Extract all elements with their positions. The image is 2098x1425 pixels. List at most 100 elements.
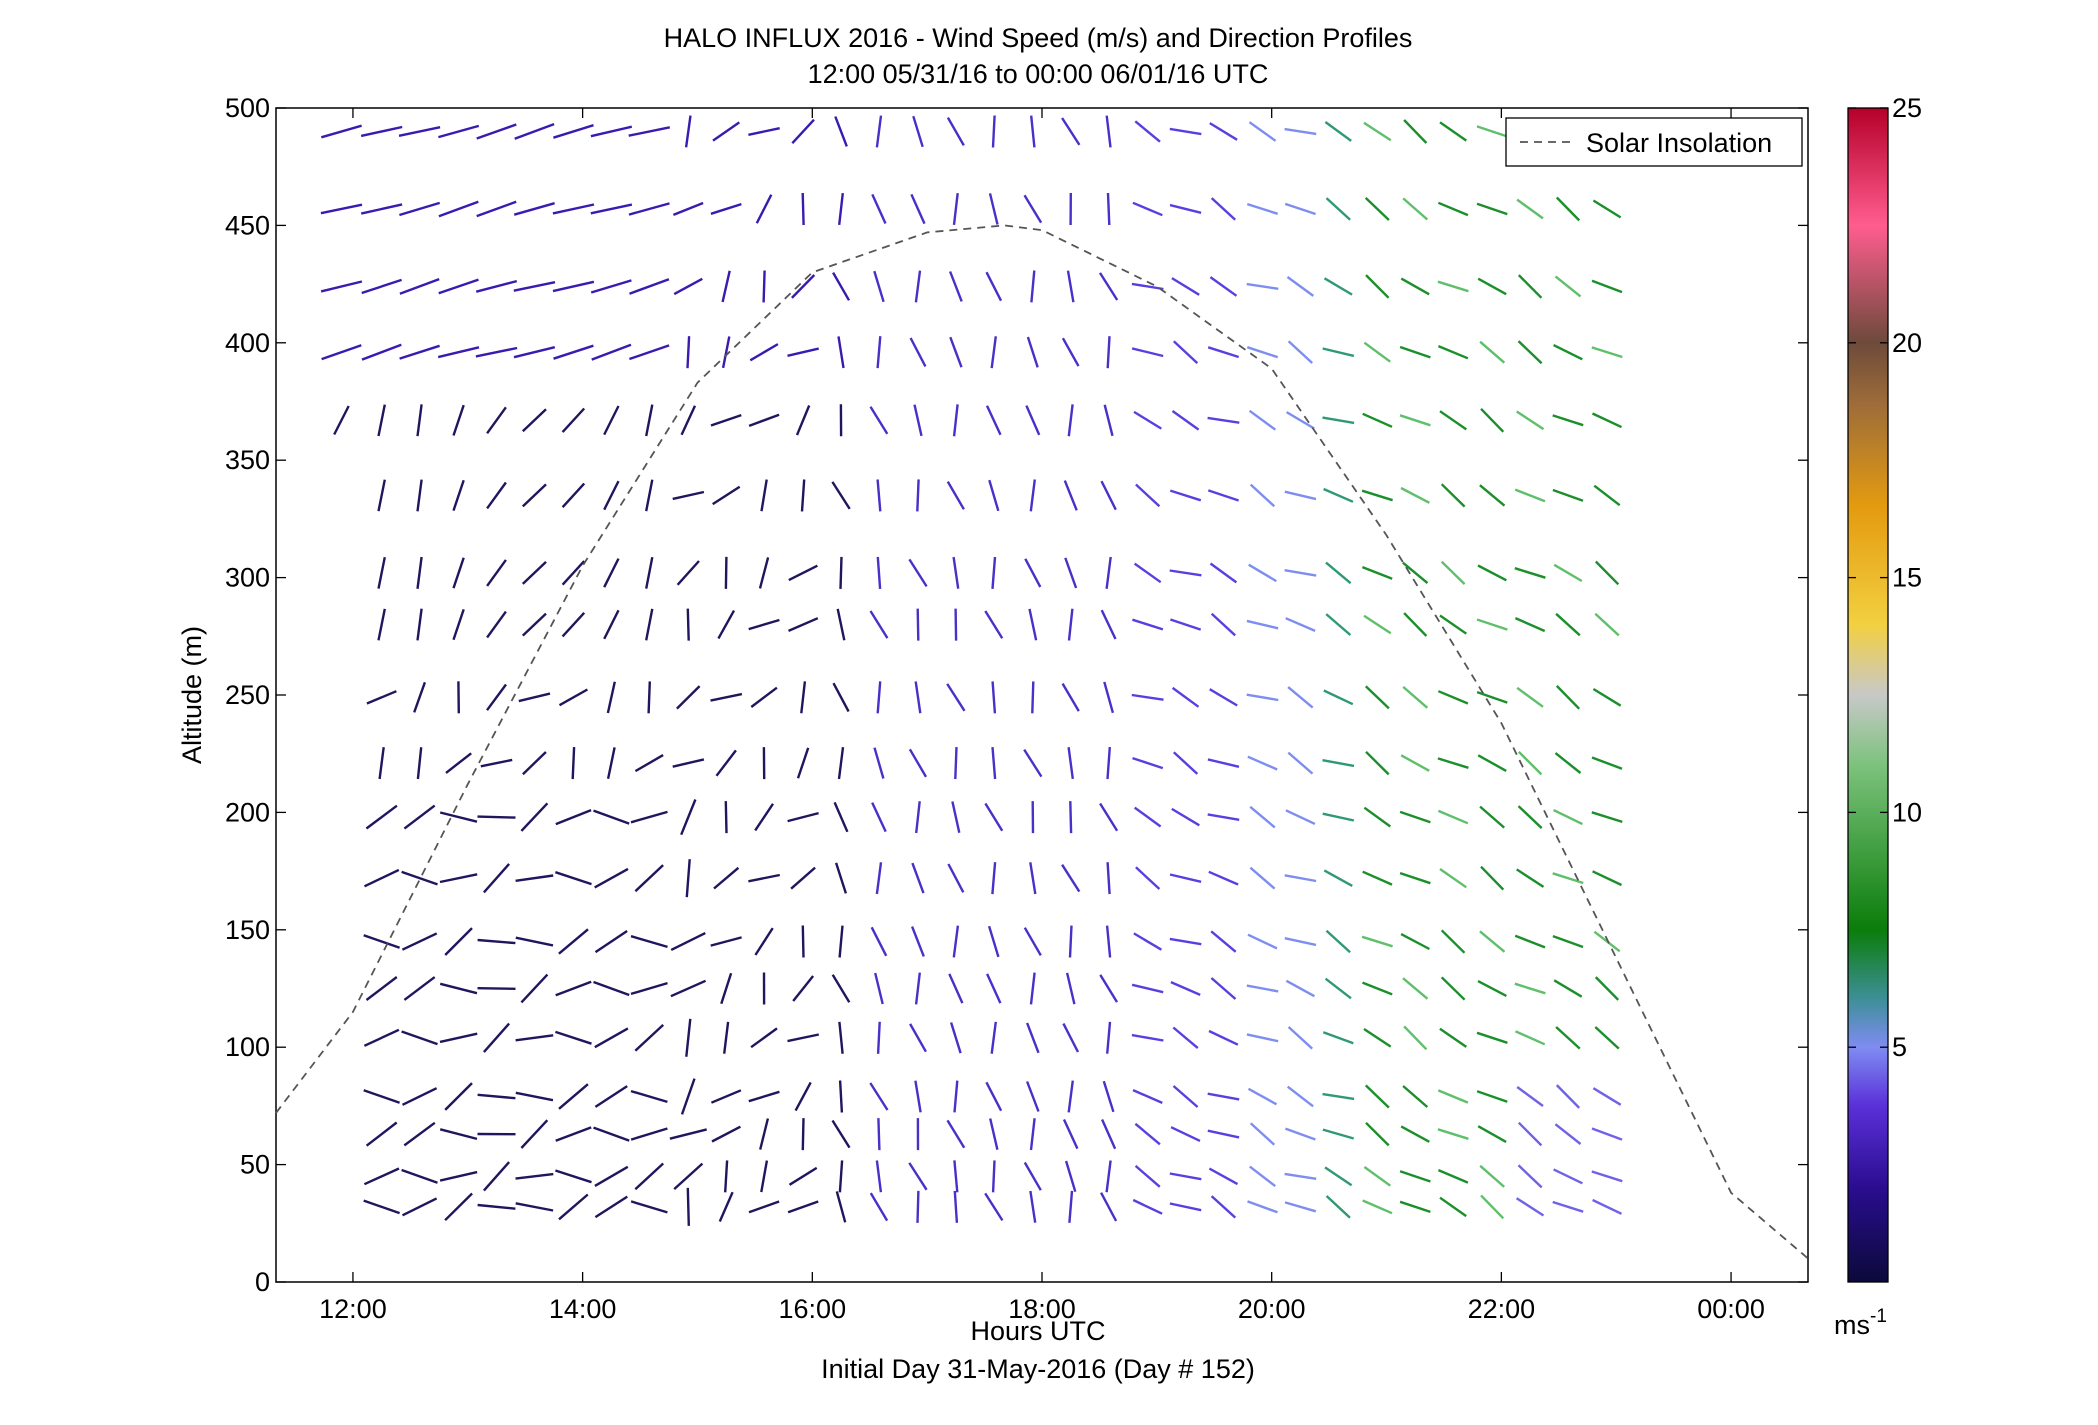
y-tick-label: 350 (225, 445, 270, 475)
wind-barb (720, 972, 733, 1005)
wind-barb (838, 1021, 844, 1054)
wind-barb (1554, 1123, 1582, 1145)
wind-barb (754, 927, 774, 956)
wind-barb (365, 804, 398, 830)
wind-barb (1516, 686, 1544, 708)
wind-barb (1061, 337, 1080, 367)
wind-barb (1552, 872, 1584, 885)
wind-barb (1132, 1089, 1163, 1104)
wind-barb (603, 405, 620, 436)
wind-barb (1399, 345, 1431, 359)
wind-barb (1131, 282, 1164, 291)
wind-barb (1439, 1196, 1467, 1218)
colorbar-ticks: 5 10 15 20 25 (1848, 93, 1922, 1062)
colorbar-tick-label: 25 (1892, 93, 1922, 123)
wind-barb (1591, 1170, 1623, 1183)
wind-barb (1322, 759, 1355, 768)
wind-barb (1287, 751, 1314, 775)
wind-barb (1067, 608, 1074, 641)
wind-barb (908, 748, 928, 778)
wind-barb (1061, 682, 1080, 712)
wind-barb (1246, 619, 1279, 630)
wind-barb (1515, 1197, 1545, 1217)
wind-barb (1249, 866, 1276, 890)
wind-barb (1517, 274, 1543, 299)
wind-barb (990, 1021, 997, 1054)
wind-barb (908, 1162, 928, 1191)
wind-barb (360, 125, 403, 138)
wind-barb (647, 681, 651, 714)
wind-barb (486, 610, 507, 639)
wind-barb (1285, 809, 1316, 825)
wind-barb (594, 1085, 628, 1108)
wind-barb (1284, 1127, 1316, 1141)
wind-barb (1476, 202, 1508, 216)
wind-barb (1437, 690, 1469, 705)
wind-barb (1132, 1198, 1163, 1215)
wind-barb (363, 1089, 400, 1104)
wind-barb (801, 925, 805, 958)
wind-barb (555, 1126, 592, 1142)
y-axis-ticks: 0 50 100 150 200 250 300 350 400 450 500 (225, 93, 1808, 1297)
wind-barb (755, 194, 773, 224)
wind-barb (1210, 977, 1237, 1000)
wind-barb (948, 271, 963, 302)
wind-barb (445, 752, 472, 774)
wind-barb (1135, 483, 1161, 508)
wind-barb (724, 801, 728, 834)
wind-barb (991, 747, 997, 780)
wind-barb (403, 804, 436, 830)
wind-barb (1062, 1118, 1079, 1150)
wind-barb (1440, 483, 1466, 508)
wind-barb (1247, 1087, 1278, 1106)
wind-barb (1552, 1200, 1584, 1213)
wind-barb (760, 1160, 769, 1193)
wind-barb (1246, 1033, 1279, 1043)
wind-barb (1361, 565, 1393, 580)
wind-barb (1477, 564, 1507, 582)
wind-barb (833, 801, 849, 833)
wind-barb (1248, 121, 1277, 142)
wind-barb (1063, 480, 1078, 511)
wind-barb (673, 277, 703, 296)
wind-barb (1067, 1080, 1074, 1113)
wind-barb (416, 404, 423, 437)
wind-barb (1514, 488, 1546, 503)
wind-barb (399, 344, 440, 360)
wind-barb (561, 560, 586, 586)
wind-barb (1555, 612, 1581, 637)
wind-barb (377, 404, 386, 437)
wind-barb (792, 975, 815, 1002)
wind-barb (712, 121, 740, 142)
wind-barb (1399, 1170, 1431, 1183)
wind-barb (629, 344, 670, 361)
wind-barb (1210, 930, 1237, 953)
wind-barb (1323, 487, 1354, 503)
wind-barb (1514, 567, 1546, 579)
wind-barb (1249, 483, 1276, 508)
wind-barb (480, 758, 513, 768)
wind-barb (839, 556, 843, 589)
wind-barb (1323, 689, 1354, 706)
wind-barb (630, 981, 668, 996)
wind-barb (1325, 561, 1352, 585)
wind-barb (1067, 747, 1074, 780)
wind-barb (1365, 750, 1390, 776)
wind-barb (645, 608, 654, 641)
wind-barb (1068, 1190, 1074, 1223)
wind-barb (363, 868, 400, 888)
wind-barb (486, 683, 507, 711)
wind-barb (1516, 1086, 1544, 1107)
wind-barb (1169, 937, 1202, 946)
wind-barb (791, 274, 816, 299)
wind-barb (1440, 976, 1466, 1001)
wind-barb (513, 281, 556, 292)
wind-barb (1100, 480, 1117, 511)
wind-barb (1284, 1172, 1317, 1180)
wind-barb (1554, 752, 1582, 774)
wind-barb (1023, 748, 1043, 778)
wind-barb (603, 558, 620, 588)
wind-barb (984, 802, 1004, 832)
wind-barb (1476, 690, 1508, 704)
